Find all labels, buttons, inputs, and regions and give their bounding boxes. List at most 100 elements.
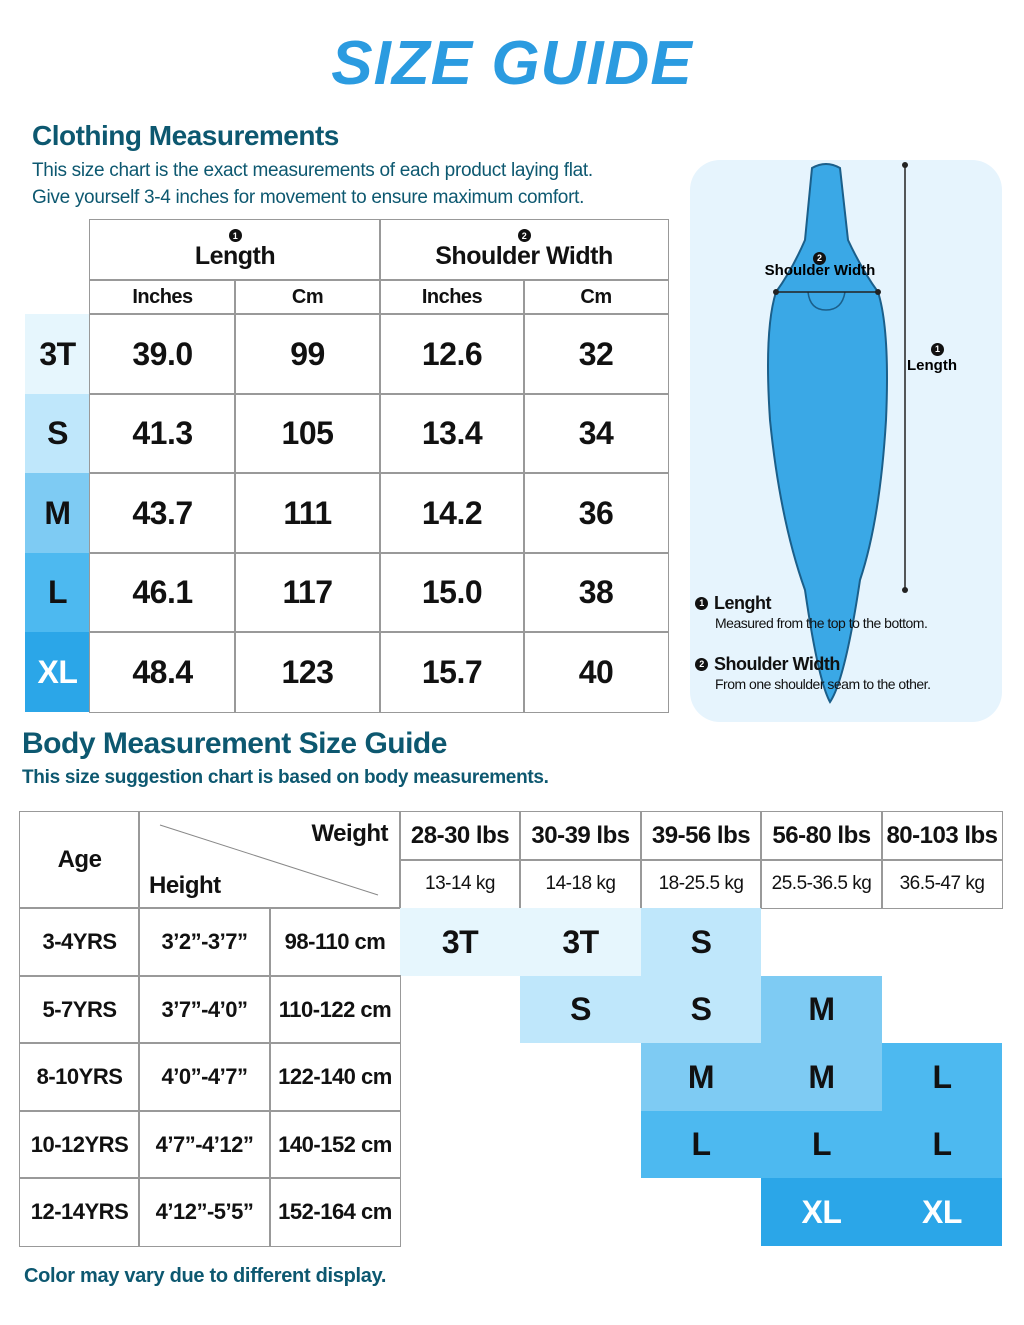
measurement: 38 bbox=[523, 552, 669, 633]
footer: Color may vary due to different display. bbox=[24, 1265, 387, 1287]
dot bbox=[902, 162, 908, 168]
age: 8-10YRS bbox=[19, 1042, 140, 1112]
group-header: 1 Length bbox=[89, 219, 381, 281]
weight-lbs: 56-80 lbs bbox=[760, 811, 883, 861]
size-label: XL bbox=[25, 632, 90, 712]
size-cell: XL bbox=[882, 1178, 1002, 1246]
measurement: 15.7 bbox=[379, 631, 525, 713]
measurement: 39.0 bbox=[89, 313, 236, 395]
height-cm: 110-122 cm bbox=[269, 975, 401, 1044]
measurement: 117 bbox=[234, 552, 381, 633]
measurement: 12.6 bbox=[379, 313, 525, 395]
size-label: S bbox=[25, 394, 90, 473]
weight-lbs: 28-30 lbs bbox=[399, 811, 521, 861]
corner-header: Weight Height bbox=[138, 811, 401, 909]
size-cell: S bbox=[520, 976, 641, 1043]
note: This size suggestion chart is based on b… bbox=[22, 767, 549, 788]
measurement: 43.7 bbox=[89, 472, 236, 554]
size-cell: L bbox=[882, 1111, 1002, 1178]
marker-badge: 1 bbox=[228, 229, 242, 242]
group-label: Length bbox=[194, 242, 276, 270]
size-cell: L bbox=[882, 1043, 1002, 1111]
size-cell: L bbox=[761, 1111, 882, 1178]
age: 5-7YRS bbox=[19, 975, 140, 1044]
measurement: 32 bbox=[523, 313, 669, 395]
legend-title-text: Lenght bbox=[714, 592, 772, 613]
measurement: 123 bbox=[234, 631, 381, 713]
size-cell: M bbox=[641, 1043, 761, 1111]
size-cell: 3T bbox=[400, 908, 520, 976]
marker: 1 bbox=[931, 339, 944, 357]
note: Give yourself 3-4 inches for movement to… bbox=[32, 187, 585, 208]
age: 12-14YRS bbox=[19, 1177, 140, 1247]
weight-kg: 25.5-36.5 kg bbox=[760, 859, 883, 909]
legend-desc: From one shoulder seam to the other. bbox=[715, 676, 931, 692]
weight-lbs: 39-56 lbs bbox=[640, 811, 762, 861]
measurement: 105 bbox=[234, 393, 381, 474]
size-cell: L bbox=[641, 1111, 761, 1178]
title: SIZE GUIDE bbox=[331, 29, 693, 98]
weight-kg: 14-18 kg bbox=[519, 859, 642, 909]
height-cm: 140-152 cm bbox=[269, 1110, 401, 1179]
dot bbox=[875, 289, 881, 295]
weight-lbs: 30-39 lbs bbox=[519, 811, 642, 861]
size-cell: XL bbox=[761, 1178, 882, 1246]
neckline bbox=[807, 291, 846, 311]
dot bbox=[902, 587, 908, 593]
legend-title: 1 Lenght bbox=[695, 592, 995, 614]
measurement: 36 bbox=[523, 472, 669, 554]
measurement: 111 bbox=[234, 472, 381, 554]
measurement: 14.2 bbox=[379, 472, 525, 554]
unit-header: Inches bbox=[89, 279, 236, 315]
height-cm: 152-164 cm bbox=[269, 1177, 401, 1247]
weight-header: Weight bbox=[311, 820, 388, 847]
length-label: Length bbox=[907, 357, 957, 374]
dot bbox=[773, 289, 779, 295]
marker-badge: 2 bbox=[695, 657, 708, 671]
height-ft: 3’7”-4’0” bbox=[138, 975, 271, 1044]
size-cell: 3T bbox=[520, 908, 641, 976]
size-label: L bbox=[25, 553, 90, 632]
age: 3-4YRS bbox=[19, 907, 140, 977]
shoulder-label: Shoulder Width bbox=[764, 262, 876, 279]
measurement: 34 bbox=[523, 393, 669, 474]
unit-header: Cm bbox=[234, 279, 381, 315]
measurement: 48.4 bbox=[89, 631, 236, 713]
height-ft: 3’2”-3’7” bbox=[138, 907, 271, 977]
measurement: 99 bbox=[234, 313, 381, 395]
legend-desc: Measured from the top to the bottom. bbox=[715, 615, 928, 631]
height-ft: 4’7”-4’12” bbox=[138, 1110, 271, 1179]
clothing-heading: Clothing Measurements bbox=[32, 120, 339, 151]
height-ft: 4’12”-5’5” bbox=[138, 1177, 271, 1247]
height-header: Height bbox=[149, 872, 221, 899]
legend-title-text: Shoulder Width bbox=[714, 653, 840, 674]
marker-badge: 2 bbox=[517, 229, 531, 242]
measurement: 40 bbox=[523, 631, 669, 713]
weight-kg: 36.5-47 kg bbox=[881, 859, 1003, 909]
marker: 2 bbox=[813, 248, 826, 266]
weight-kg: 18-25.5 kg bbox=[640, 859, 762, 909]
marker-badge: 1 bbox=[931, 342, 944, 356]
measurement: 46.1 bbox=[89, 552, 236, 633]
weight-kg: 13-14 kg bbox=[399, 859, 521, 909]
legend-title: 2 Shoulder Width bbox=[695, 653, 995, 675]
unit-header: Cm bbox=[523, 279, 669, 315]
measurement: 15.0 bbox=[379, 552, 525, 633]
body-heading: Body Measurement Size Guide bbox=[22, 727, 447, 760]
size-cell: M bbox=[761, 1043, 882, 1111]
size-cell: S bbox=[641, 908, 761, 976]
measurement: 41.3 bbox=[89, 393, 236, 474]
group-header: 2 Shoulder Width bbox=[379, 219, 669, 281]
age-header: Age bbox=[19, 811, 140, 909]
unit-header: Inches bbox=[379, 279, 525, 315]
age: 10-12YRS bbox=[19, 1110, 140, 1179]
size-label: 3T bbox=[25, 314, 90, 394]
group-label: Shoulder Width bbox=[435, 242, 613, 270]
marker-badge: 1 bbox=[695, 596, 708, 610]
height-ft: 4’0”-4’7” bbox=[138, 1042, 271, 1112]
note: This size chart is the exact measurement… bbox=[32, 160, 593, 181]
height-cm: 98-110 cm bbox=[269, 907, 401, 977]
size-cell: S bbox=[641, 976, 761, 1043]
